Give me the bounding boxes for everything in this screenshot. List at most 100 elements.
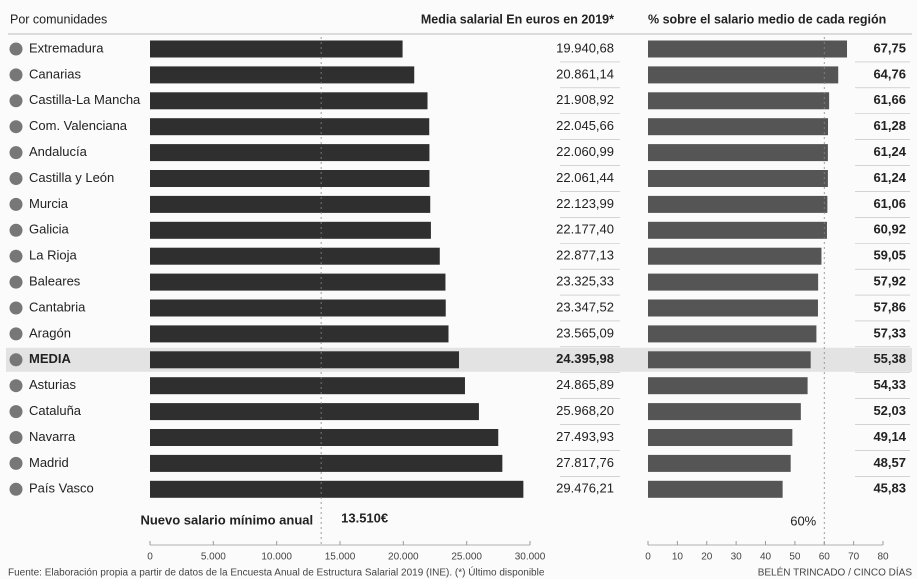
region-icon <box>9 68 23 82</box>
region-icon <box>9 94 23 108</box>
value-label: 19.940,68 <box>556 40 614 55</box>
region-icon <box>9 146 23 160</box>
region-icon <box>9 405 23 419</box>
region-icon <box>9 301 23 315</box>
value-label: 48,57 <box>873 455 906 470</box>
value-label: 23.565,09 <box>556 325 614 340</box>
category-label: Galicia <box>29 222 70 237</box>
category-label: Murcia <box>29 196 69 211</box>
category-label: Asturias <box>29 377 76 392</box>
value-label: 45,83 <box>873 481 906 496</box>
bar <box>150 221 431 239</box>
region-icon <box>9 120 23 134</box>
region-icon <box>9 197 23 211</box>
region-icon <box>9 327 23 341</box>
value-label: 24.865,89 <box>556 377 614 392</box>
value-label: 22.045,66 <box>556 118 614 133</box>
value-label: 23.347,52 <box>556 299 614 314</box>
x-tick-label: 50 <box>789 552 801 563</box>
value-label: 61,28 <box>873 118 906 133</box>
region-icon <box>9 275 23 289</box>
bar <box>648 299 818 317</box>
value-label: 27.493,93 <box>556 429 614 444</box>
bar <box>150 66 415 84</box>
bar <box>150 144 430 162</box>
bar <box>648 170 828 187</box>
value-label: 60,92 <box>873 222 906 237</box>
bar <box>648 429 793 446</box>
value-label: 27.817,76 <box>556 455 614 470</box>
value-label: 57,33 <box>873 325 906 340</box>
region-icon <box>9 172 23 185</box>
region-icon <box>9 223 23 237</box>
bar <box>150 273 446 291</box>
bar <box>648 66 839 84</box>
region-icon <box>9 482 23 496</box>
category-label: Navarra <box>29 429 76 444</box>
bar <box>150 170 430 187</box>
x-tick-label: 20 <box>701 552 713 563</box>
bar <box>150 454 503 472</box>
value-label: 25.968,20 <box>556 403 614 418</box>
category-label: Castilla y León <box>29 170 114 185</box>
x-tick-label: 10 <box>672 552 684 563</box>
value-label: 29.476,21 <box>556 481 614 496</box>
value-label: 22.123,99 <box>556 196 614 211</box>
region-icon <box>9 379 23 393</box>
bar <box>648 273 819 291</box>
source: Fuente: Elaboración propia a partir de d… <box>8 566 545 579</box>
annotation-label: 60% <box>790 513 816 528</box>
value-label: 64,76 <box>873 66 906 81</box>
x-tick-label: 80 <box>877 552 889 563</box>
value-label: 67,75 <box>873 40 906 55</box>
bar <box>648 480 783 498</box>
bar <box>150 40 403 58</box>
bar <box>150 480 524 498</box>
value-label: 22.177,40 <box>556 222 614 237</box>
x-tick-label: 25.000 <box>451 552 482 563</box>
category-label: Extremadura <box>29 40 104 55</box>
category-label: Com. Valenciana <box>29 118 128 133</box>
x-tick-label: 30.000 <box>515 552 546 563</box>
value-label: 22.877,13 <box>556 248 614 263</box>
category-header: Por comunidades <box>10 12 107 26</box>
region-icon <box>9 456 23 470</box>
value-label: 61,24 <box>873 170 906 185</box>
category-label: País Vasco <box>29 481 94 496</box>
value-label: 22.061,44 <box>556 170 614 185</box>
bar <box>150 118 430 136</box>
bar <box>150 325 449 343</box>
x-tick-label: 60 <box>819 552 831 563</box>
bar <box>648 454 791 472</box>
bar <box>150 247 440 265</box>
bar <box>648 403 801 421</box>
bar <box>150 403 479 421</box>
bar <box>150 195 431 213</box>
x-tick-label: 15.000 <box>325 552 356 563</box>
x-tick-label: 0 <box>645 552 651 563</box>
region-icon <box>9 249 23 263</box>
x-tick-label: 0 <box>147 552 153 563</box>
x-tick-label: 30 <box>731 552 743 563</box>
x-tick-label: 20.000 <box>388 552 419 563</box>
bar <box>648 247 822 265</box>
value-label: 52,03 <box>873 403 906 418</box>
category-label: Cantabria <box>29 299 86 314</box>
x-tick-label: 40 <box>760 552 772 563</box>
bar <box>648 325 817 343</box>
value-label: 57,92 <box>873 274 906 289</box>
bar <box>648 195 828 213</box>
bar <box>150 429 499 446</box>
x-tick-label: 5.000 <box>201 552 226 563</box>
bar <box>648 144 828 162</box>
region-icon <box>9 42 23 56</box>
value-label: 23.325,33 <box>556 274 614 289</box>
bar <box>150 299 446 317</box>
annotation-text: Nuevo salario mínimo anual <box>140 512 313 527</box>
value-label: 22.060,99 <box>556 144 614 159</box>
bar <box>648 40 848 58</box>
bar <box>648 351 811 369</box>
bar <box>648 377 808 395</box>
value-label: 59,05 <box>873 248 906 263</box>
